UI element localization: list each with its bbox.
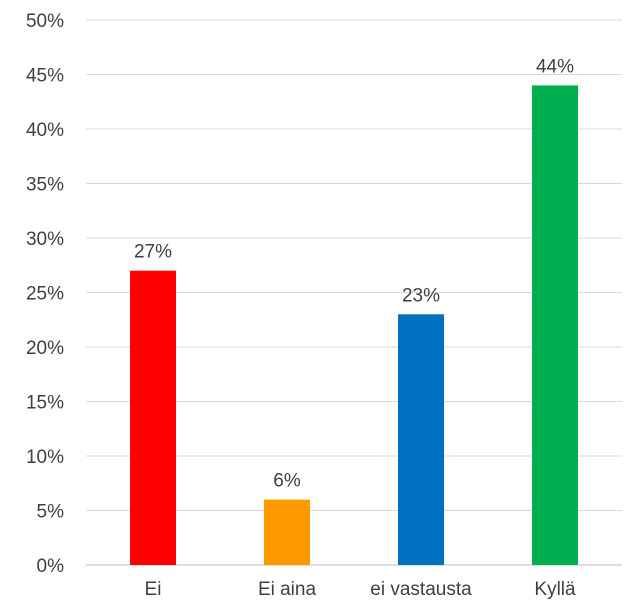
bars — [130, 85, 578, 566]
data-label: 44% — [536, 56, 574, 77]
y-tick-label: 45% — [26, 66, 64, 87]
y-tick-label: 15% — [26, 393, 64, 414]
y-tick-label: 50% — [26, 11, 64, 32]
bar-ei-aina — [264, 499, 310, 565]
bar-ei-vastausta — [398, 314, 444, 565]
category-label: Ei aina — [258, 579, 317, 600]
y-tick-label: 30% — [26, 229, 64, 250]
category-label: ei vastausta — [370, 579, 472, 600]
y-tick-label: 40% — [26, 120, 64, 141]
data-label: 27% — [134, 242, 172, 263]
y-tick-label: 10% — [26, 447, 64, 468]
y-tick-label: 20% — [26, 338, 64, 359]
y-tick-label: 35% — [26, 175, 64, 196]
x-axis-categories: Ei Ei aina ei vastausta Kyllä — [145, 579, 576, 600]
y-axis-ticks: 0% 5% 10% 15% 20% 25% 30% 35% 40% 45% 50% — [26, 11, 64, 577]
data-label: 23% — [402, 285, 440, 306]
data-labels: 27% 6% 23% 44% — [134, 56, 574, 491]
y-tick-label: 25% — [26, 284, 64, 305]
category-label: Ei — [145, 579, 162, 600]
bar-ei — [130, 270, 176, 565]
category-label: Kyllä — [534, 579, 576, 600]
y-tick-label: 0% — [37, 556, 65, 577]
y-tick-label: 5% — [37, 502, 65, 523]
data-label: 6% — [273, 471, 301, 492]
bar-kyll- — [532, 85, 578, 566]
